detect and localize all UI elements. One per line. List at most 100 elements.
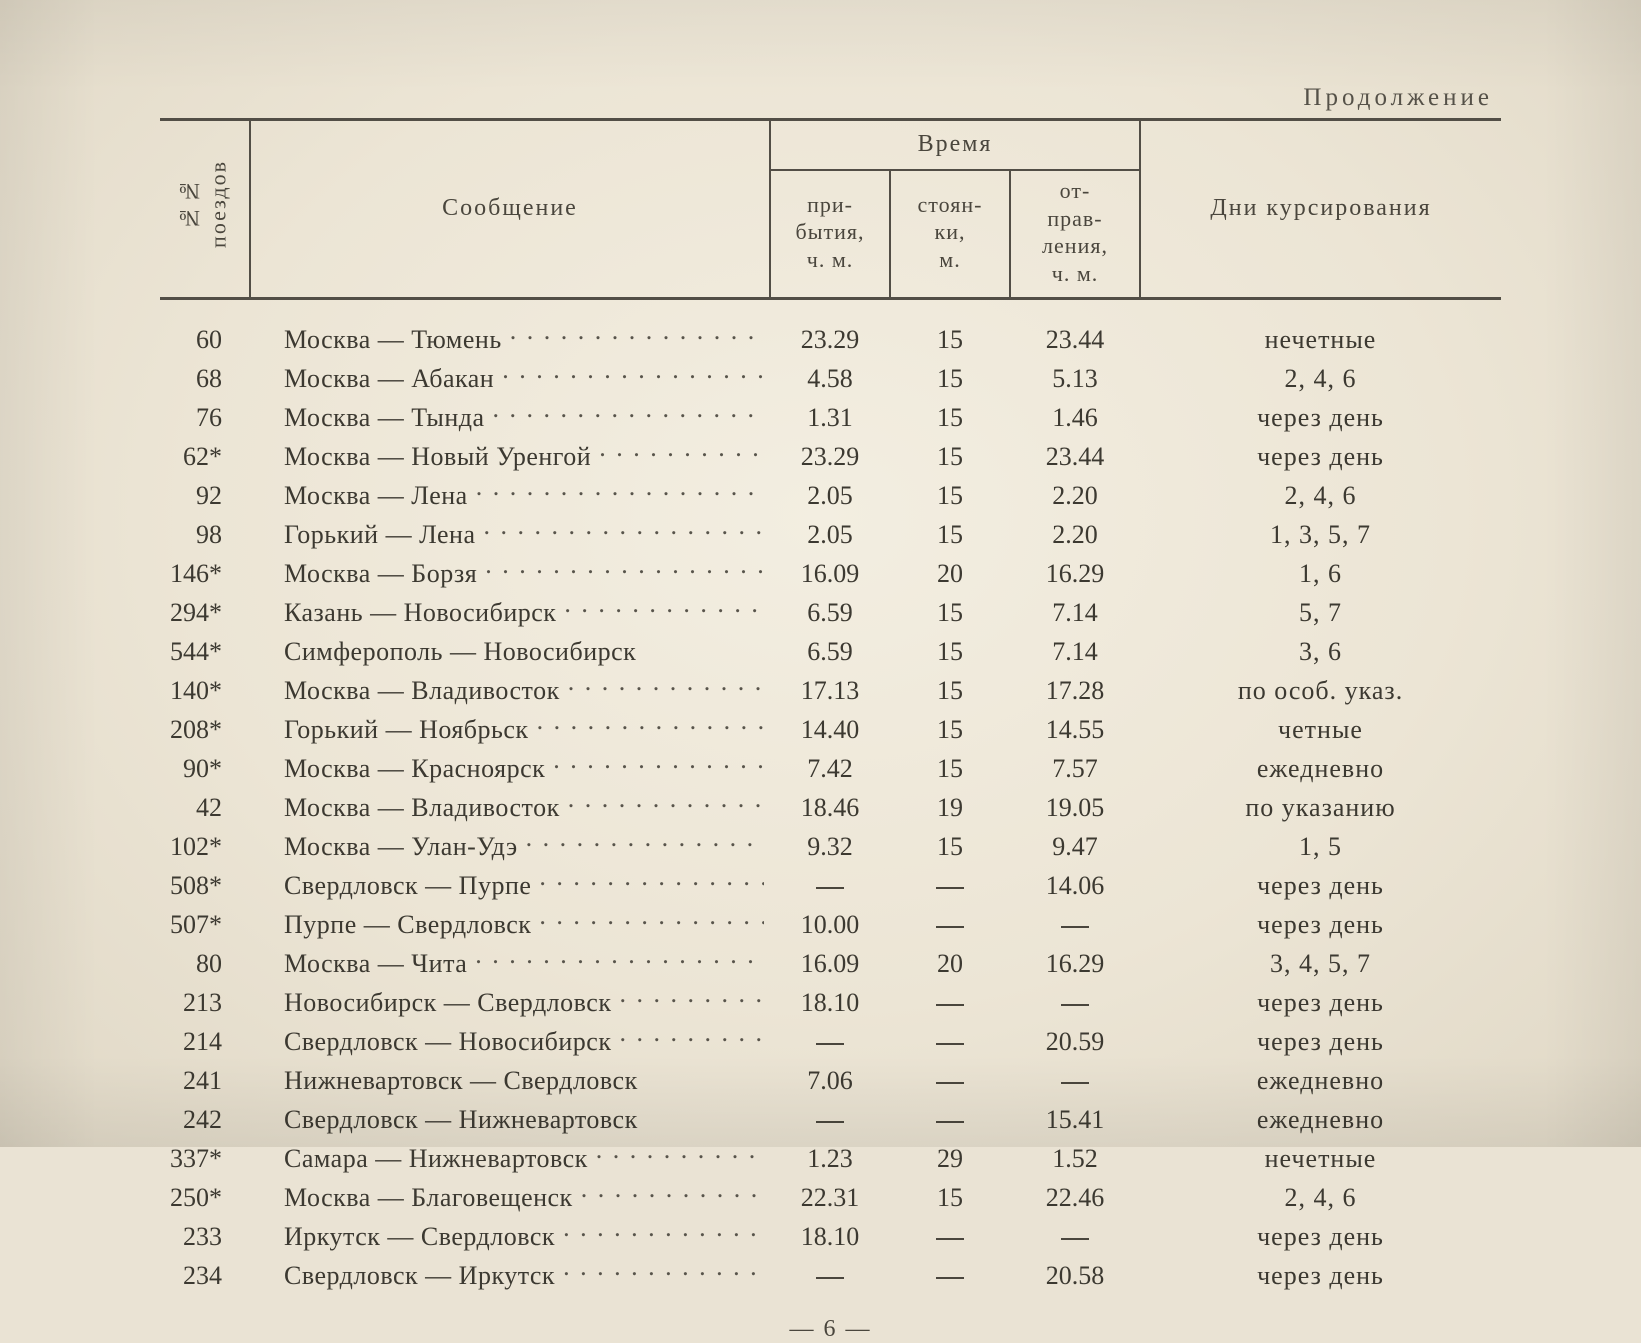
route-text: Москва — Чита	[284, 949, 467, 979]
scanned-timetable-page: Продолжение №№поездов Сообщение Время Дн…	[0, 0, 1641, 1147]
cell-departure: 1.46	[1010, 397, 1140, 436]
table-row: 60 Москва — Тюмень 23.29 15 23.44 нечетн…	[160, 299, 1501, 359]
route-text: Москва — Красноярск	[284, 754, 545, 784]
route-text: Москва — Абакан	[284, 364, 494, 394]
col-header-route: Сообщение	[250, 120, 770, 299]
cell-departure: 20.58	[1010, 1255, 1140, 1294]
table-row: 507* Пурпе — Свердловск 10.00 через день	[160, 904, 1501, 943]
table-row: 250* Москва — Благовещенск 22.31 15 22.4…	[160, 1177, 1501, 1216]
continuation-label: Продолжение	[160, 84, 1493, 112]
cell-stop: 15	[890, 475, 1010, 514]
cell-stop	[890, 865, 1010, 904]
cell-stop: 15	[890, 592, 1010, 631]
dot-leader-icon	[484, 517, 764, 543]
cell-train-no: 42	[160, 787, 250, 826]
route-text: Пурпе — Свердловск	[284, 910, 531, 940]
cell-route: Свердловск — Нижневартовск	[250, 1099, 770, 1138]
cell-departure	[1010, 1216, 1140, 1255]
cell-arrival: 9.32	[770, 826, 890, 865]
em-dash-icon	[936, 1082, 964, 1084]
cell-days: по указанию	[1140, 787, 1501, 826]
route-text: Самара — Нижневартовск	[284, 1144, 588, 1174]
cell-stop	[890, 1255, 1010, 1294]
table-row: 234 Свердловск — Иркутск 20.58 через ден…	[160, 1255, 1501, 1294]
route-text: Свердловск — Новосибирск	[284, 1027, 611, 1057]
cell-route: Горький — Лена	[250, 514, 770, 553]
dot-leader-icon	[510, 322, 764, 348]
route-text: Нижневартовск — Свердловск	[284, 1066, 638, 1096]
timetable: №№поездов Сообщение Время Дни курсирован…	[160, 118, 1501, 1294]
dot-leader-icon	[485, 556, 764, 582]
route-text: Свердловск — Иркутск	[284, 1261, 555, 1291]
cell-route: Москва — Лена	[250, 475, 770, 514]
cell-train-no: 233	[160, 1216, 250, 1255]
table-row: 92 Москва — Лена 2.05 15 2.20 2, 4, 6	[160, 475, 1501, 514]
cell-stop: 15	[890, 1177, 1010, 1216]
cell-departure: 20.59	[1010, 1021, 1140, 1060]
dot-leader-icon	[581, 1180, 764, 1206]
cell-days: через день	[1140, 904, 1501, 943]
dot-leader-icon	[599, 439, 764, 465]
cell-route: Самара — Нижневартовск	[250, 1138, 770, 1177]
cell-departure: 23.44	[1010, 299, 1140, 359]
cell-arrival: 22.31	[770, 1177, 890, 1216]
route-text: Москва — Лена	[284, 481, 468, 511]
cell-arrival: 7.42	[770, 748, 890, 787]
cell-route: Казань — Новосибирск	[250, 592, 770, 631]
cell-route: Горький — Ноябрьск	[250, 709, 770, 748]
col-header-departure: от-прав-ления,ч. м.	[1010, 170, 1140, 299]
table-row: 208* Горький — Ноябрьск 14.40 15 14.55 ч…	[160, 709, 1501, 748]
cell-arrival: 23.29	[770, 299, 890, 359]
dot-leader-icon	[596, 1141, 764, 1167]
cell-departure: 7.14	[1010, 631, 1140, 670]
cell-days: через день	[1140, 1216, 1501, 1255]
cell-train-no: 294*	[160, 592, 250, 631]
cell-train-no: 214	[160, 1021, 250, 1060]
table-row: 241 Нижневартовск — Свердловск 7.06 ежед…	[160, 1060, 1501, 1099]
cell-departure: 15.41	[1010, 1099, 1140, 1138]
em-dash-icon	[816, 1277, 844, 1279]
cell-departure: 23.44	[1010, 436, 1140, 475]
cell-train-no: 544*	[160, 631, 250, 670]
cell-arrival: 4.58	[770, 358, 890, 397]
cell-arrival	[770, 1021, 890, 1060]
cell-arrival	[770, 1255, 890, 1294]
cell-stop: 20	[890, 553, 1010, 592]
cell-stop: 15	[890, 436, 1010, 475]
cell-route: Москва — Благовещенск	[250, 1177, 770, 1216]
table-row: 213 Новосибирск — Свердловск 18.10 через…	[160, 982, 1501, 1021]
cell-departure	[1010, 1060, 1140, 1099]
table-row: 80 Москва — Чита 16.09 20 16.29 3, 4, 5,…	[160, 943, 1501, 982]
cell-train-no: 241	[160, 1060, 250, 1099]
cell-route: Иркутск — Свердловск	[250, 1216, 770, 1255]
cell-train-no: 213	[160, 982, 250, 1021]
cell-train-no: 62*	[160, 436, 250, 475]
col-header-time-group: Время	[770, 120, 1140, 171]
cell-route: Москва — Тында	[250, 397, 770, 436]
cell-arrival: 7.06	[770, 1060, 890, 1099]
route-text: Москва — Тюмень	[284, 325, 502, 355]
route-text: Москва — Борзя	[284, 559, 477, 589]
cell-departure: 2.20	[1010, 475, 1140, 514]
cell-departure	[1010, 904, 1140, 943]
dot-leader-icon	[539, 868, 764, 894]
cell-route: Симферополь — Новосибирск	[250, 631, 770, 670]
cell-route: Москва — Чита	[250, 943, 770, 982]
route-text: Горький — Лена	[284, 520, 476, 550]
cell-days: 2, 4, 6	[1140, 358, 1501, 397]
cell-stop: 19	[890, 787, 1010, 826]
cell-days: нечетные	[1140, 299, 1501, 359]
cell-stop	[890, 1021, 1010, 1060]
cell-stop: 15	[890, 826, 1010, 865]
cell-days: через день	[1140, 982, 1501, 1021]
cell-days: через день	[1140, 865, 1501, 904]
cell-arrival: 6.59	[770, 592, 890, 631]
cell-stop	[890, 904, 1010, 943]
cell-train-no: 242	[160, 1099, 250, 1138]
cell-train-no: 76	[160, 397, 250, 436]
dot-leader-icon	[526, 829, 764, 855]
cell-days: нечетные	[1140, 1138, 1501, 1177]
route-text: Симферополь — Новосибирск	[284, 637, 636, 667]
dot-leader-icon	[476, 478, 764, 504]
table-row: 62* Москва — Новый Уренгой 23.29 15 23.4…	[160, 436, 1501, 475]
